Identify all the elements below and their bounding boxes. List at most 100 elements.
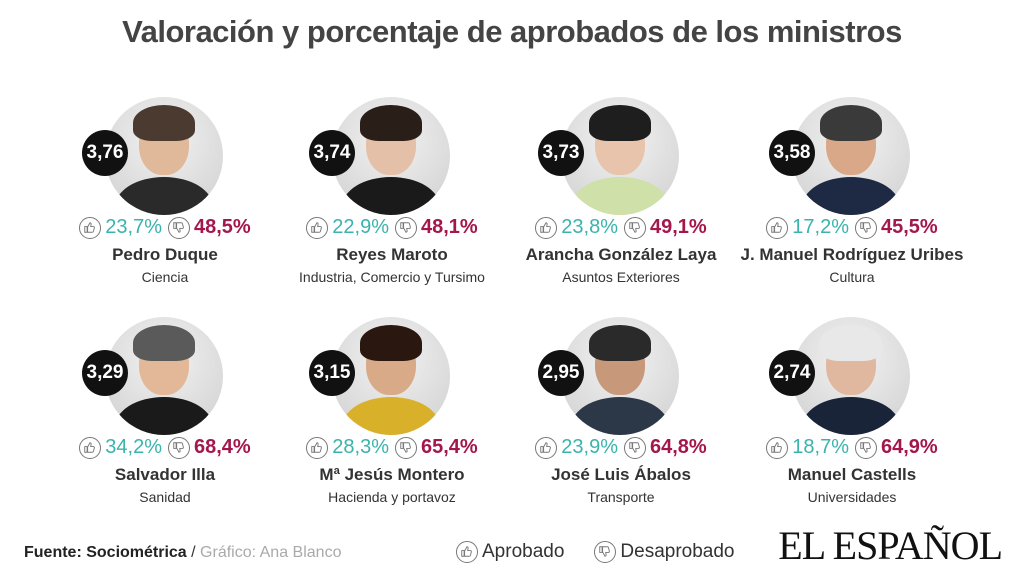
desaprobado-value: 68,4%	[194, 436, 251, 458]
aprobado-value: 23,8%	[561, 216, 618, 238]
source-label: Fuente: Sociométrica	[24, 544, 187, 561]
photo-hair	[589, 325, 651, 361]
photo-hair	[589, 105, 651, 141]
legend-item-aprobado: Aprobado	[456, 541, 564, 563]
minister-role: Asuntos Exteriores	[562, 269, 680, 285]
photo-body	[342, 397, 440, 435]
desaprobado-value: 65,4%	[421, 436, 478, 458]
thumbs-up-icon	[766, 436, 789, 459]
score-badge: 3,73	[538, 130, 584, 176]
minister-card: 2,74 18,7% 64,9% Manuel Castells Universidad…	[727, 317, 977, 532]
aprobado-value: 17,2%	[792, 216, 849, 238]
photo-body	[571, 177, 669, 215]
photo-body	[115, 177, 213, 215]
thumbs-down-icon	[855, 436, 877, 459]
minister-name: Arancha González Laya	[525, 245, 717, 264]
minister-role: Hacienda y portavoz	[328, 489, 456, 505]
approval-stats: 17,2% 45,5%	[727, 216, 977, 239]
minister-card: 3,29 34,2% 68,4% Salvador Illa Sanidad	[40, 317, 290, 532]
minister-role: Universidades	[807, 489, 897, 505]
desaprobado-value: 64,9%	[881, 436, 938, 458]
desaprobado-value: 49,1%	[650, 216, 707, 238]
aprobado-value: 22,9%	[332, 216, 389, 238]
minister-role: Cultura	[829, 269, 875, 285]
desaprobado-value: 48,1%	[421, 216, 478, 238]
legend-aprobado-label: Aprobado	[482, 541, 565, 562]
thumbs-up-icon	[306, 216, 329, 239]
photo-body	[571, 397, 669, 435]
approval-stats: 22,9% 48,1%	[267, 216, 517, 239]
minister-name: Mª Jesús Montero	[319, 465, 465, 484]
photo-hair	[133, 325, 195, 361]
minister-card: 3,73 23,8% 49,1% Arancha González Laya Asunt…	[496, 97, 746, 312]
minister-card: 3,74 22,9% 48,1% Reyes Maroto Industria, Com…	[267, 97, 517, 312]
thumbs-up-icon	[306, 436, 329, 459]
desaprobado-value: 64,8%	[650, 436, 707, 458]
thumbs-down-icon	[594, 541, 617, 563]
minister-photo	[792, 317, 910, 435]
photo-body	[115, 397, 213, 435]
minister-name: J. Manuel Rodríguez Uribes	[740, 245, 964, 264]
score-badge: 2,74	[769, 350, 815, 396]
minister-name: Salvador Illa	[114, 465, 216, 484]
minister-card: 3,58 17,2% 45,5% J. Manuel Rodríguez Uribes…	[727, 97, 977, 312]
thumbs-down-icon	[624, 436, 646, 459]
photo-body	[342, 177, 440, 215]
photo-body	[802, 177, 900, 215]
approval-stats: 23,9% 64,8%	[496, 436, 746, 459]
aprobado-value: 28,3%	[332, 436, 389, 458]
minister-name: José Luis Ábalos	[551, 465, 691, 484]
minister-photo	[105, 97, 223, 215]
thumbs-down-icon	[624, 216, 646, 239]
thumbs-up-icon	[766, 216, 789, 239]
thumbs-up-icon	[456, 541, 478, 563]
thumbs-down-icon	[395, 216, 417, 239]
photo-hair	[820, 105, 882, 141]
thumbs-up-icon	[79, 216, 102, 239]
photo-hair	[360, 105, 422, 141]
minister-card: 2,95 23,9% 64,8% José Luis Ábalos Transporte	[496, 317, 746, 532]
thumbs-up-icon	[535, 436, 558, 459]
minister-role: Industria, Comercio y Tursimo	[299, 269, 485, 285]
approval-stats: 28,3% 65,4%	[267, 436, 517, 459]
score-badge: 3,76	[82, 130, 128, 176]
minister-card: 3,15 28,3% 65,4% Mª Jesús Montero Hacienda y…	[267, 317, 517, 532]
footer: Fuente: Sociométrica / Gráfico: Ana Blan…	[24, 544, 341, 562]
aprobado-value: 18,7%	[792, 436, 849, 458]
aprobado-value: 34,2%	[105, 436, 162, 458]
thumbs-down-icon	[395, 436, 417, 459]
score-badge: 3,15	[309, 350, 355, 396]
legend-item-desaprobado: Desaprobado	[594, 541, 735, 563]
minister-role: Sanidad	[139, 489, 191, 505]
approval-stats: 18,7% 64,9%	[727, 436, 977, 459]
minister-role: Transporte	[587, 489, 655, 505]
photo-hair	[820, 325, 882, 361]
aprobado-value: 23,7%	[105, 216, 162, 238]
minister-role: Ciencia	[141, 269, 189, 285]
thumbs-up-icon	[79, 436, 102, 459]
photo-hair	[133, 105, 195, 141]
score-badge: 3,29	[82, 350, 128, 396]
chart-title: Valoración y porcentaje de aprobados de …	[122, 14, 902, 49]
minister-photo	[105, 317, 223, 435]
minister-name: Pedro Duque	[112, 245, 218, 264]
brand-logo: EL ESPAÑOL	[778, 523, 1003, 568]
desaprobado-value: 45,5%	[881, 216, 938, 238]
minister-name: Reyes Maroto	[336, 245, 448, 264]
aprobado-value: 23,9%	[561, 436, 618, 458]
approval-stats: 23,7% 48,5%	[40, 216, 290, 239]
minister-name: Manuel Castells	[787, 465, 917, 484]
legend: Aprobado Desaprobado	[456, 541, 761, 563]
approval-stats: 34,2% 68,4%	[40, 436, 290, 459]
thumbs-up-icon	[535, 216, 558, 239]
thumbs-down-icon	[855, 216, 877, 239]
thumbs-down-icon	[168, 216, 190, 239]
desaprobado-value: 48,5%	[194, 216, 251, 238]
score-badge: 2,95	[538, 350, 584, 396]
thumbs-down-icon	[168, 436, 190, 459]
photo-hair	[360, 325, 422, 361]
footer-separator: /	[186, 544, 201, 561]
score-badge: 3,74	[309, 130, 355, 176]
photo-body	[802, 397, 900, 435]
minister-card: 3,76 23,7% 48,5% Pedro Duque Ciencia	[40, 97, 290, 312]
